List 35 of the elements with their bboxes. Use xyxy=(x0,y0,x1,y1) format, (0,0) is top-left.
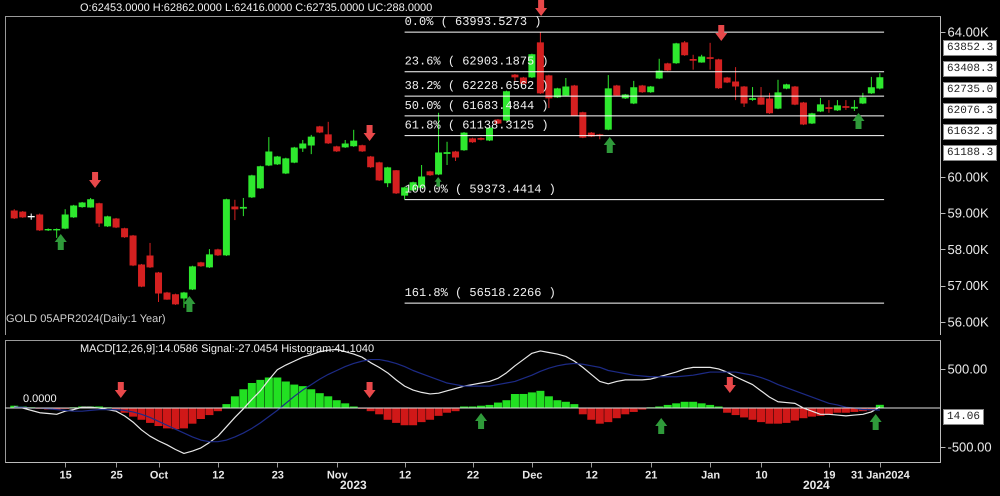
annotation: GOLD 05APR2024(Daily:1 Year) xyxy=(6,313,166,325)
text: 63852.3 xyxy=(943,40,998,56)
ref-line-label: 161.8% ( 56518.2266 ) xyxy=(404,286,556,300)
x-tick-label: 12 xyxy=(212,470,225,482)
text: 14.06 xyxy=(943,409,984,425)
ref-line-label: 38.2% ( 62228.6562 ) xyxy=(404,79,549,94)
text: 61632.3 xyxy=(943,124,998,140)
x-tick-label: 31 Jan2024 xyxy=(850,470,911,482)
x-tick-label: Dec xyxy=(522,470,542,482)
x-tick-label: 23 xyxy=(272,470,284,482)
x-tick-label: 12 xyxy=(586,470,598,482)
text: 63408.3 xyxy=(943,61,998,77)
x-tick-label: 10 xyxy=(755,470,768,482)
x-tick-label: 15 xyxy=(60,470,72,482)
y-tick-label: -500.00 xyxy=(948,440,992,455)
chart-title: MACD[12,26,9]:14.0586 Signal:-27.0454 Histogram:41.1040 xyxy=(80,343,374,355)
y-tick-label: 64.00K xyxy=(948,24,990,40)
x-tick-label: 25 xyxy=(110,470,123,482)
text: 61188.3 xyxy=(943,145,998,161)
chart-title: O:62453.0000 H:62862.0000 L:62416.0000 C:62735.0000 UC:288.0000 xyxy=(80,2,432,14)
ref-line-label: 0.0% ( 63993.5273 ) xyxy=(404,15,542,30)
ref-line-label: 0.0000 xyxy=(23,393,57,406)
y-tick-label: 60.00K xyxy=(948,169,990,184)
x-tick-label: Jan xyxy=(701,470,720,482)
y-tick-label: 500.00 xyxy=(948,361,988,376)
y-tick-label: 58.00K xyxy=(948,242,990,257)
text: 62735.0 xyxy=(943,82,998,98)
y-tick-label: 59.00K xyxy=(948,206,990,221)
y-tick-label: 57.00K xyxy=(948,278,990,294)
x-tick-label: 21 xyxy=(645,470,658,482)
x-tick-label: 22 xyxy=(466,470,480,482)
text: 62076.3 xyxy=(943,103,998,119)
x-tick-label: 12 xyxy=(398,470,412,482)
x-tick-label: Oct xyxy=(150,470,169,482)
y-tick-label: 56.00K xyxy=(948,314,990,330)
